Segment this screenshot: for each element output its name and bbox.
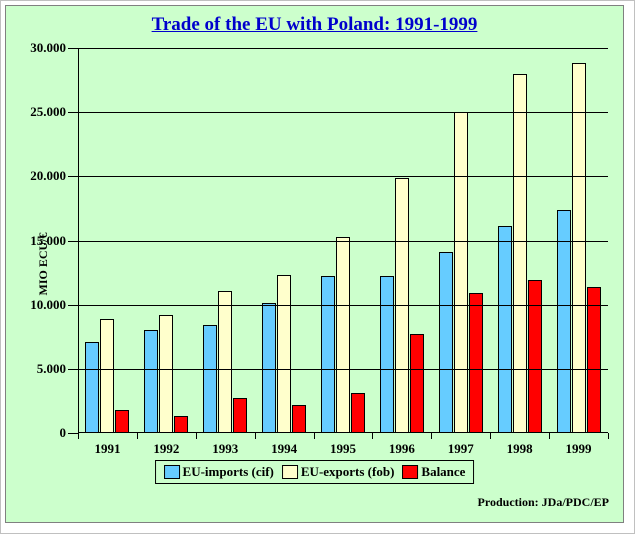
bar bbox=[277, 275, 291, 433]
bar bbox=[351, 393, 365, 433]
x-tick bbox=[490, 433, 491, 439]
legend-item: Balance bbox=[402, 464, 465, 480]
grid-line bbox=[78, 305, 608, 306]
y-tick bbox=[68, 48, 78, 49]
y-tick bbox=[68, 433, 78, 434]
x-tick bbox=[78, 433, 79, 439]
y-tick-label: 0 bbox=[60, 425, 67, 441]
y-tick-label: 30.000 bbox=[30, 40, 66, 56]
bar bbox=[454, 112, 468, 433]
x-tick bbox=[255, 433, 256, 439]
legend: EU-imports (cif) EU-exports (fob) Balance bbox=[155, 460, 475, 484]
x-axis-label: 1991 bbox=[94, 441, 120, 457]
bar bbox=[587, 287, 601, 433]
legend-label: EU-exports (fob) bbox=[301, 464, 395, 480]
grid-line bbox=[78, 241, 608, 242]
x-axis-label: 1997 bbox=[448, 441, 474, 457]
x-axis-label: 1996 bbox=[389, 441, 415, 457]
bar bbox=[144, 330, 158, 433]
x-tick bbox=[608, 433, 609, 439]
legend-swatch bbox=[402, 465, 418, 479]
legend-item: EU-exports (fob) bbox=[282, 464, 395, 480]
x-tick bbox=[549, 433, 550, 439]
bar bbox=[513, 74, 527, 433]
grid-line bbox=[78, 112, 608, 113]
bar bbox=[498, 226, 512, 433]
x-axis-label: 1998 bbox=[507, 441, 533, 457]
bar bbox=[115, 410, 129, 433]
chart-title: Trade of the EU with Poland: 1991-1999 bbox=[6, 14, 623, 36]
y-tick-label: 10.000 bbox=[30, 297, 66, 313]
bar bbox=[159, 315, 173, 433]
x-axis-label: 1999 bbox=[566, 441, 592, 457]
y-tick-label: 5.000 bbox=[37, 361, 66, 377]
bar bbox=[572, 63, 586, 433]
plot-area: 05.00010.00015.00020.00025.00030.0001991… bbox=[78, 48, 608, 433]
chart-frame: Trade of the EU with Poland: 1991-1999 M… bbox=[0, 0, 635, 534]
x-tick bbox=[196, 433, 197, 439]
bar bbox=[469, 293, 483, 433]
x-axis-label: 1992 bbox=[153, 441, 179, 457]
x-tick bbox=[431, 433, 432, 439]
bar bbox=[557, 210, 571, 433]
legend-swatch bbox=[282, 465, 298, 479]
bar bbox=[380, 276, 394, 433]
y-tick bbox=[68, 369, 78, 370]
bar bbox=[174, 416, 188, 433]
bar bbox=[85, 342, 99, 433]
x-axis-label: 1995 bbox=[330, 441, 356, 457]
bar bbox=[233, 398, 247, 433]
grid-line bbox=[78, 369, 608, 370]
grid-line bbox=[78, 176, 608, 177]
legend-swatch bbox=[164, 465, 180, 479]
legend-label: Balance bbox=[421, 464, 465, 480]
chart-background: Trade of the EU with Poland: 1991-1999 M… bbox=[5, 5, 624, 523]
x-axis-label: 1994 bbox=[271, 441, 297, 457]
y-tick-label: 20.000 bbox=[30, 168, 66, 184]
grid-line bbox=[78, 48, 608, 49]
bar bbox=[439, 252, 453, 433]
bar bbox=[218, 291, 232, 433]
y-tick-label: 25.000 bbox=[30, 104, 66, 120]
bar bbox=[321, 276, 335, 433]
y-tick bbox=[68, 305, 78, 306]
x-axis-label: 1993 bbox=[212, 441, 238, 457]
x-tick bbox=[314, 433, 315, 439]
bar bbox=[203, 325, 217, 433]
legend-item: EU-imports (cif) bbox=[164, 464, 274, 480]
bar bbox=[292, 405, 306, 433]
y-tick bbox=[68, 241, 78, 242]
bar bbox=[100, 319, 114, 433]
x-tick bbox=[137, 433, 138, 439]
y-tick bbox=[68, 112, 78, 113]
bar bbox=[336, 237, 350, 433]
bar bbox=[528, 280, 542, 433]
x-tick bbox=[372, 433, 373, 439]
y-tick bbox=[68, 176, 78, 177]
bar bbox=[410, 334, 424, 433]
production-credit: Production: JDa/PDC/EP bbox=[478, 495, 609, 510]
legend-label: EU-imports (cif) bbox=[183, 464, 274, 480]
y-tick-label: 15.000 bbox=[30, 233, 66, 249]
